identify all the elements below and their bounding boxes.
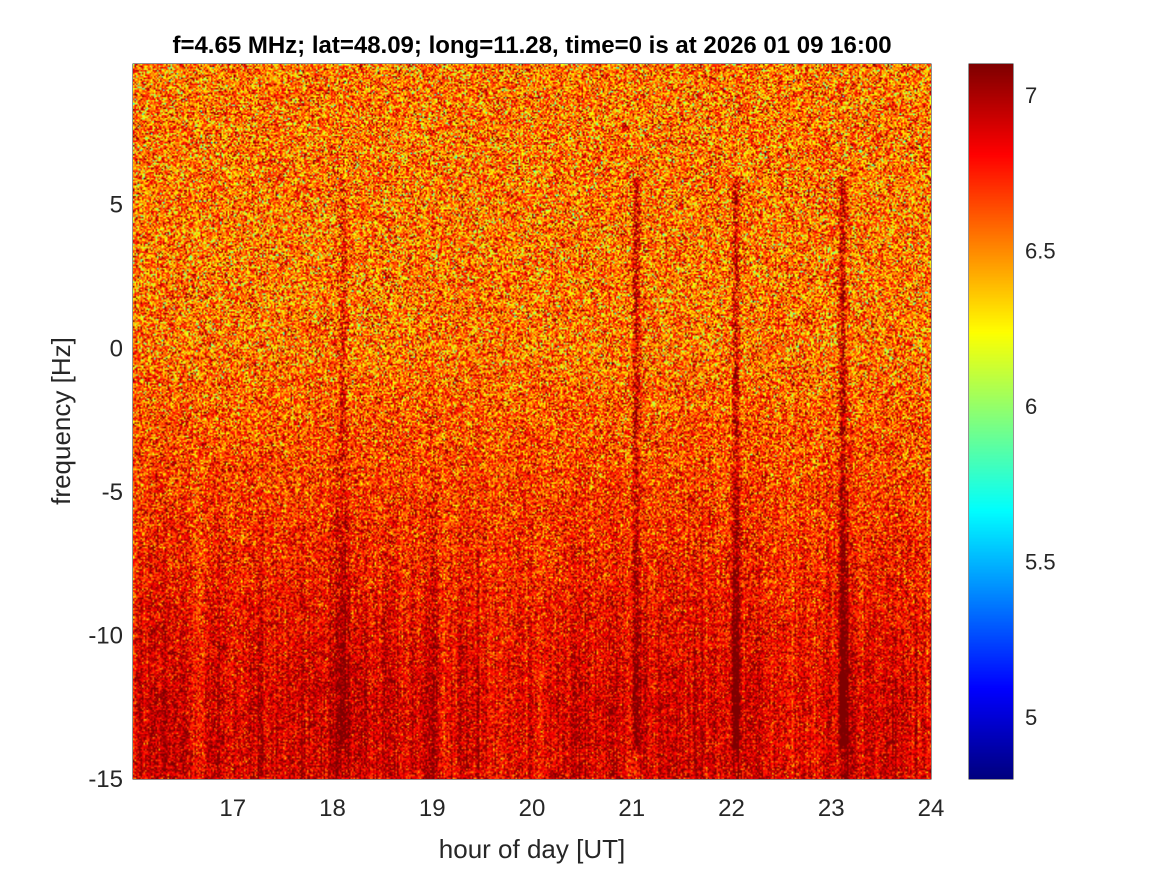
- colorbar-tick-label: 5.5: [1025, 549, 1056, 574]
- colorbar-tick-label: 6.5: [1025, 239, 1056, 264]
- x-tick-label: 21: [618, 795, 645, 822]
- x-axis-ticks: 17 18 19 20 21 22 23 24: [219, 64, 944, 822]
- x-tick-label: 17: [219, 795, 246, 822]
- x-tick-label: 18: [319, 795, 346, 822]
- colorbar-gradient: [969, 64, 1013, 779]
- y-axis-ticks: -15 -10 -5 0 5: [88, 192, 931, 793]
- x-tick-label: 23: [818, 795, 845, 822]
- x-axis-label: hour of day [UT]: [439, 834, 625, 864]
- colorbar-ticks: 5 5.5 6 6.5 7: [1007, 83, 1056, 730]
- colorbar-tick-label: 5: [1025, 705, 1037, 730]
- colorbar-tick-label: 6: [1025, 394, 1037, 419]
- x-tick-label: 24: [918, 795, 945, 822]
- y-tick-label: -10: [88, 622, 123, 649]
- chart-title: f=4.65 MHz; lat=48.09; long=11.28, time=…: [172, 32, 891, 59]
- y-tick-label: 0: [110, 335, 123, 362]
- x-tick-label: 22: [718, 795, 745, 822]
- colorbar-tick-label: 7: [1025, 83, 1037, 108]
- y-axis-label: frequency [Hz]: [46, 337, 76, 505]
- y-tick-label: -5: [102, 479, 123, 506]
- x-tick-label: 19: [419, 795, 446, 822]
- x-tick-label: 20: [519, 795, 546, 822]
- y-tick-label: -15: [88, 766, 123, 793]
- spectrogram-heatmap: [133, 64, 931, 779]
- y-tick-label: 5: [110, 192, 123, 219]
